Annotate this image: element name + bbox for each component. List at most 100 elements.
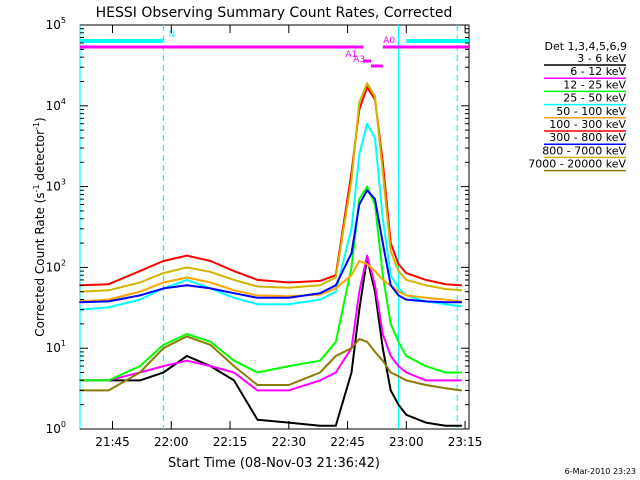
data-point [186, 266, 188, 269]
data-point [389, 323, 392, 325]
legend-item-label: 50 - 100 keV [556, 105, 626, 118]
data-point [358, 101, 361, 104]
data-point [381, 242, 384, 245]
data-point [334, 424, 337, 427]
data-point [366, 263, 368, 265]
data-point [107, 298, 110, 301]
data-point [374, 351, 376, 353]
data-point [256, 303, 259, 306]
data-point [319, 424, 321, 427]
data-point [460, 389, 463, 392]
x-axis-label: Start Time (08-Nov-03 21:36:42) [168, 456, 380, 471]
data-point [405, 371, 408, 374]
series-line [80, 185, 462, 382]
y-tick-label: 103 [46, 178, 66, 194]
data-point [389, 389, 392, 392]
x-tick-label: 21:45 [95, 435, 130, 449]
data-point [107, 389, 110, 392]
data-point [256, 296, 259, 299]
y-tick-label: 100 [46, 420, 66, 436]
data-point [381, 171, 384, 174]
data-point [350, 274, 353, 277]
data-point [162, 365, 165, 367]
data-point [107, 379, 110, 382]
data-point [233, 270, 235, 272]
series-line [80, 335, 462, 392]
data-point [139, 290, 141, 293]
y-axis-label-main: Corrected Count Rate (s [33, 192, 47, 336]
data-point [405, 379, 408, 382]
data-point [233, 292, 235, 295]
data-point [162, 287, 165, 290]
data-point [358, 198, 361, 201]
attenuator-label: A1 [345, 50, 357, 60]
data-point [256, 384, 259, 386]
x-tick-label: 23:00 [389, 435, 424, 449]
data-point [366, 82, 368, 85]
data-point [405, 413, 408, 416]
data-point [256, 279, 259, 281]
data-point [334, 287, 337, 290]
data-point [460, 289, 463, 292]
data-point [381, 333, 384, 335]
y-axis-label-mid: detector [33, 130, 47, 185]
data-point [287, 303, 290, 306]
data-point [366, 340, 368, 343]
data-point [389, 355, 392, 357]
data-point [444, 387, 447, 390]
data-point [397, 403, 400, 406]
series-line [79, 86, 462, 287]
data-point [381, 274, 384, 277]
data-point [405, 298, 408, 301]
data-point [162, 371, 165, 374]
data-point [287, 296, 290, 299]
data-point [186, 359, 188, 362]
data-point [319, 280, 321, 282]
data-point [460, 371, 463, 374]
data-point [233, 379, 235, 382]
data-point [287, 384, 290, 386]
data-point [233, 365, 235, 367]
attenuator-label: A0 [383, 36, 395, 46]
x-tick-label: 22:30 [272, 435, 307, 449]
data-point [358, 260, 361, 262]
series-line [79, 82, 462, 293]
data-point [358, 153, 361, 156]
data-point [256, 371, 259, 374]
y-tick-label: 101 [46, 339, 66, 355]
data-point [460, 424, 463, 427]
data-point [374, 95, 376, 98]
data-point [350, 179, 353, 182]
legend-item-label: 6 - 12 keV [570, 65, 626, 78]
attenuator-label: N [168, 30, 175, 40]
data-point [460, 305, 463, 308]
y-tick-label: 105 [46, 16, 66, 32]
data-point [79, 301, 81, 304]
data-point [186, 335, 188, 338]
data-point [186, 355, 188, 357]
data-point [162, 272, 165, 274]
data-point [319, 292, 321, 295]
data-point [405, 355, 408, 357]
data-point [358, 308, 361, 311]
data-point [425, 300, 427, 303]
x-tick-label: 23:15 [448, 435, 483, 449]
x-tick-label: 22:45 [330, 435, 365, 449]
data-point [358, 203, 361, 206]
x-tick-label: 22:15 [213, 435, 248, 449]
data-point [444, 303, 447, 306]
data-point [358, 290, 361, 293]
data-point [425, 296, 427, 299]
data-point [334, 290, 337, 293]
data-point [209, 271, 212, 273]
data-point [319, 359, 321, 362]
data-point [186, 254, 188, 257]
data-point [397, 340, 400, 343]
data-point [374, 137, 376, 139]
data-point [444, 298, 447, 301]
y-axis-label-sup2: -1 [32, 122, 41, 130]
data-point [460, 301, 463, 304]
data-point [186, 276, 188, 279]
